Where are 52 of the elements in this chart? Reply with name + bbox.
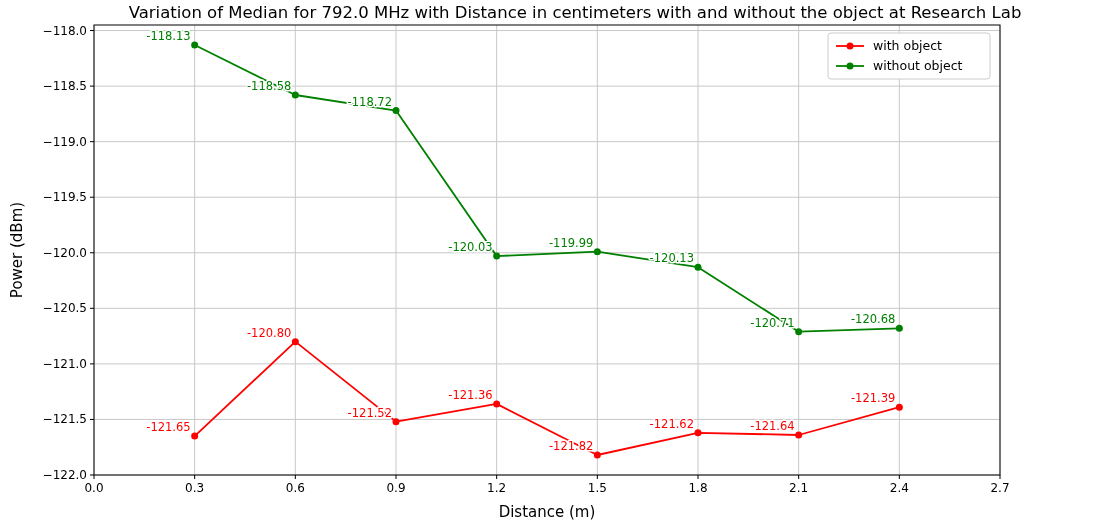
point [392, 418, 400, 426]
x-tick-label: 2.7 [990, 481, 1010, 495]
x-tick-label: 2.4 [889, 481, 909, 495]
y-axis-title: Power (dBm) [8, 201, 26, 299]
point [191, 432, 199, 440]
x-tick-label: 1.2 [487, 481, 507, 495]
data-label: -118.13 [146, 29, 191, 43]
x-axis-title: Distance (m) [498, 503, 596, 521]
y-tick-label: −119.0 [42, 134, 87, 149]
data-label: -121.39 [850, 391, 896, 406]
point [795, 431, 803, 439]
point [895, 403, 903, 411]
data-label: -121.64 [750, 419, 795, 433]
data-label: -120.68 [850, 312, 896, 327]
y-tick-label: −120.0 [42, 245, 87, 260]
x-tick-label: 0.6 [285, 481, 305, 495]
point [795, 328, 803, 336]
y-tick-label: −121.0 [42, 356, 87, 371]
point [694, 429, 702, 437]
legend-label: without object [873, 58, 963, 73]
data-label: -120.13 [649, 251, 694, 266]
x-tick-label: 1.8 [688, 481, 708, 495]
legend-label: with object [873, 38, 943, 53]
data-label: -121.62 [649, 416, 694, 431]
x-tick-label: 0.3 [185, 481, 205, 495]
chart-title: Variation of Median for 792.0 MHz with Distance in centimeters with and without the object at Research Lab [128, 3, 1022, 22]
x-tick-label: 0.9 [386, 481, 406, 495]
data-label: -121.65 [146, 420, 191, 435]
data-label: -121.36 [448, 387, 493, 402]
y-tick-label: −119.5 [42, 190, 87, 205]
point [694, 263, 702, 271]
data-label: -119.99 [548, 235, 594, 250]
y-tick-label: −121.5 [42, 412, 87, 427]
point [895, 324, 903, 332]
x-tick-label: 0.0 [84, 481, 104, 495]
y-tick-label: −118.0 [42, 23, 87, 38]
data-label: -120.03 [448, 240, 493, 255]
data-label: -118.72 [347, 94, 392, 109]
point [593, 451, 601, 459]
x-tick-label: 2.1 [789, 481, 809, 495]
data-label: -120.80 [246, 325, 292, 340]
point [392, 107, 400, 115]
x-tick-label: 1.5 [587, 481, 607, 495]
point [493, 400, 501, 408]
y-tick-label: −120.5 [42, 301, 87, 316]
point [291, 338, 299, 346]
y-tick-label: −122.0 [42, 468, 87, 482]
y-tick-label: −118.5 [42, 79, 87, 94]
point [191, 41, 199, 49]
point [291, 91, 299, 99]
point [593, 248, 601, 256]
point [493, 252, 501, 260]
